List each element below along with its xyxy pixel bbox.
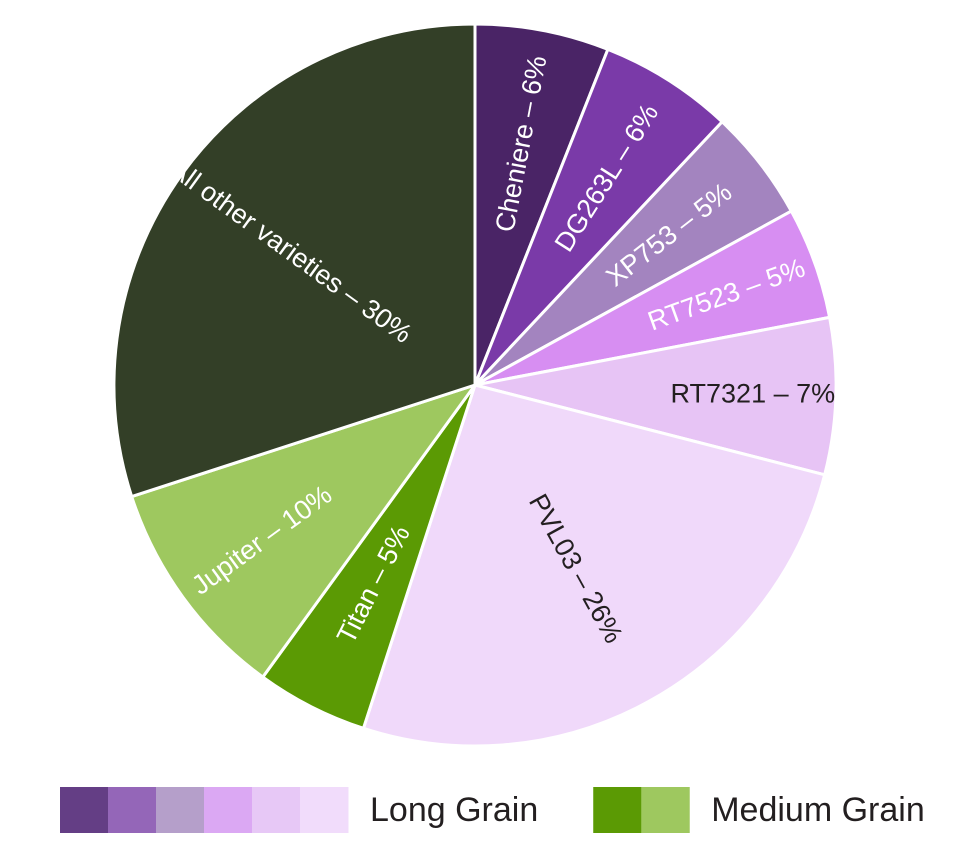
slice-dg263l (473, 47, 724, 387)
legend-swatch-long-grain-5 (252, 787, 301, 833)
legend-swatch-long-grain-6 (300, 787, 349, 833)
legend-swatch-long-grain-4 (204, 787, 253, 833)
legend-label-medium-grain: Medium Grain (711, 791, 925, 829)
pie-slices (112, 22, 838, 748)
slice-jupiter (130, 383, 477, 679)
slice-cheniere (473, 22, 610, 387)
legend-swatch-long-grain-3 (156, 787, 205, 833)
legend-swatch-long-grain-2 (108, 787, 157, 833)
slice-all-other-varieties (112, 22, 477, 499)
legend-swatch-long-grain-1 (60, 787, 109, 833)
slice-rt7321 (473, 315, 838, 477)
legend-swatch-medium-grain-2 (641, 787, 690, 833)
legend-swatch-medium-grain-1 (593, 787, 642, 833)
label-rt7321: RT7321 – 7% (671, 379, 836, 409)
legend-label-long-grain: Long Grain (370, 791, 538, 829)
slice-pvl03 (361, 383, 827, 748)
legend: Long Grain Medium Grain (60, 787, 925, 833)
